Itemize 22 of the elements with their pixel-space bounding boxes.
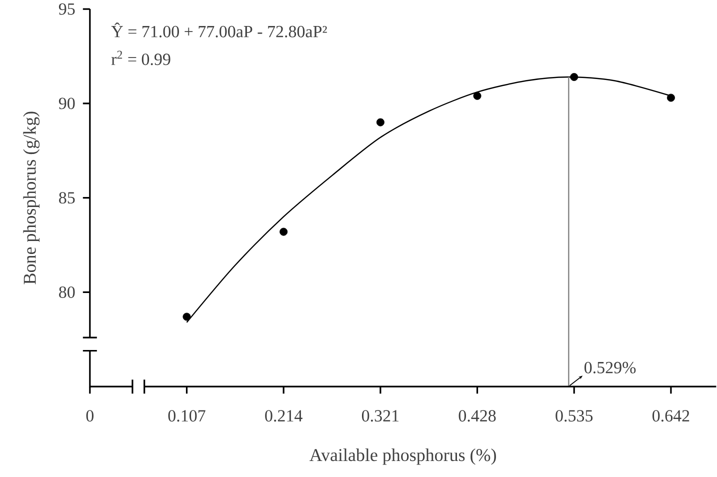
point xyxy=(280,228,288,236)
x-tick-label: 0.321 xyxy=(362,410,399,422)
annotation: r$^{2}$ = 0.99 xyxy=(111,51,170,66)
x-tick-label: 0.428 xyxy=(458,410,496,422)
point xyxy=(376,118,384,127)
y-tick-label: 80 xyxy=(59,286,75,298)
x-tick-label: 0.107 xyxy=(168,410,206,422)
x-tick-label: 0.214 xyxy=(265,410,302,422)
point xyxy=(666,94,675,102)
point xyxy=(473,92,482,100)
y-axis-title: Bone phosphorus (g/kg) xyxy=(23,112,40,284)
y-tick-label: 90 xyxy=(58,98,75,110)
point xyxy=(182,313,191,321)
x-tick-label: 0.642 xyxy=(652,410,690,422)
y-tick-label: 95 xyxy=(58,4,75,15)
x-tick-label: 0.535 xyxy=(556,410,593,422)
ref-line-label: 0.529% xyxy=(584,362,636,374)
y-tick-label: 85 xyxy=(59,192,75,204)
annotation: Ŷ = 71.00 + 77.00aP - 72.80aP² xyxy=(111,22,327,38)
x-tick-label: 0 xyxy=(86,410,94,422)
point xyxy=(570,73,578,82)
x-axis-title: Available phosphorus (%) xyxy=(310,448,496,466)
